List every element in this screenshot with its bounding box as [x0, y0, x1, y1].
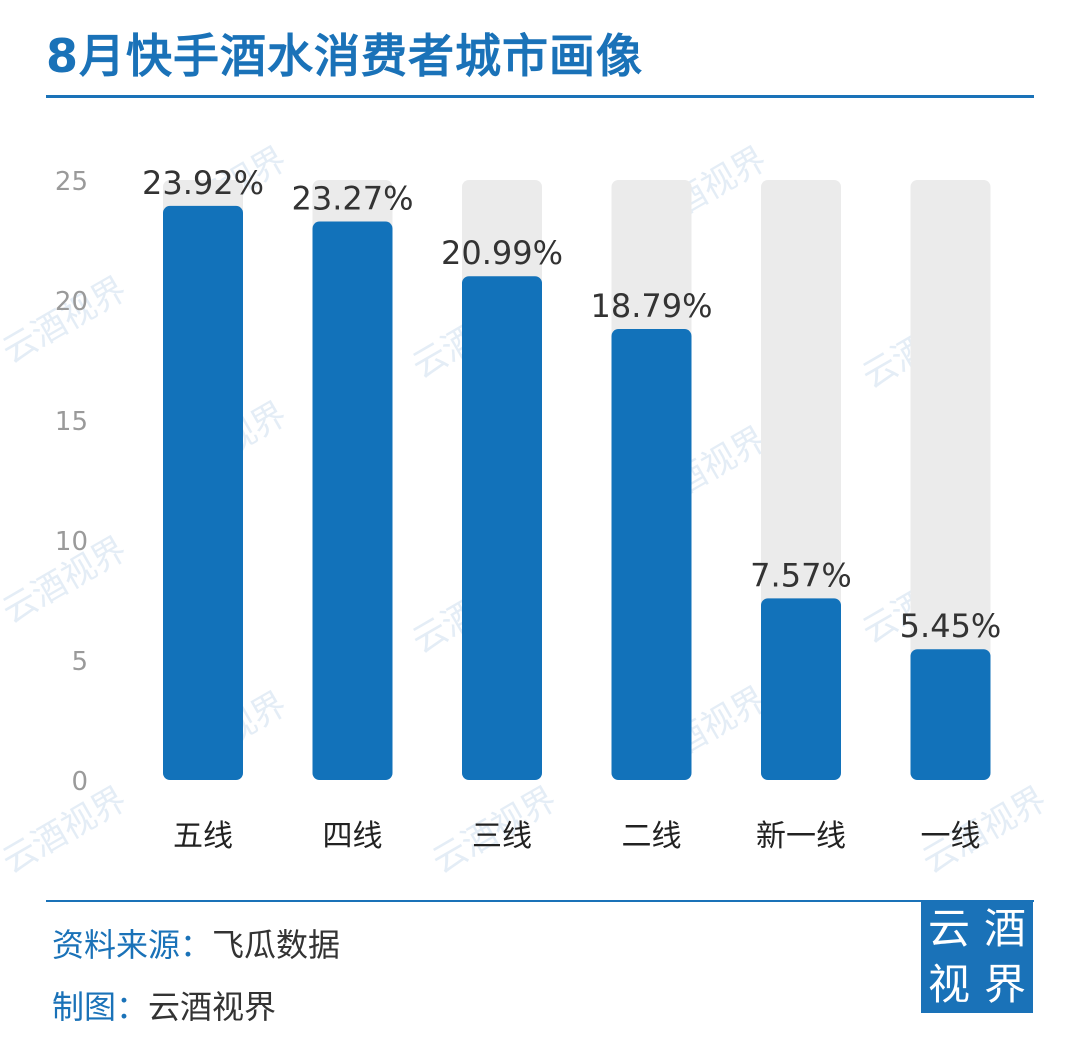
logo-char: 视: [927, 960, 970, 1009]
footer-divider: [46, 900, 1034, 902]
y-tick-label: 0: [71, 767, 88, 797]
y-tick-label: 20: [55, 287, 88, 317]
page-title: 8月快手酒水消费者城市画像: [46, 29, 644, 83]
y-tick-label: 5: [71, 647, 88, 677]
x-tick-label: 三线: [472, 819, 532, 854]
data-label: 20.99%: [441, 234, 563, 272]
bar-chart: 云酒视界云酒视界云酒视界云酒视界云酒视界云酒视界云酒视界云酒视界云酒视界云酒视界…: [0, 139, 1053, 882]
data-label: 5.45%: [900, 607, 1002, 645]
source-line: 资料来源：飞瓜数据: [52, 920, 340, 966]
author-line: 制图：云酒视界: [52, 982, 276, 1028]
logo-char: 云: [927, 904, 970, 953]
watermark-text: 云酒视界: [0, 269, 133, 372]
bar: [163, 205, 243, 781]
y-tick-label: 25: [55, 167, 88, 197]
data-label: 23.27%: [291, 180, 413, 218]
x-tick-label: 新一线: [756, 819, 846, 854]
y-tick-label: 15: [55, 407, 88, 437]
y-tick-label: 10: [55, 527, 88, 557]
x-tick-label: 一线: [921, 819, 981, 854]
bar-track: [910, 180, 991, 780]
source-label: 资料来源：: [52, 926, 213, 964]
bar: [910, 649, 991, 780]
brand-logo: 云 酒 视 界: [921, 901, 1033, 1013]
data-label: 23.92%: [142, 164, 264, 202]
bar: [611, 329, 692, 780]
x-tick-label: 四线: [323, 819, 383, 854]
watermark-text: 云酒视界: [0, 779, 133, 882]
data-label: 18.79%: [590, 287, 712, 325]
bar: [761, 598, 841, 780]
logo-char: 酒: [983, 904, 1026, 953]
logo-char: 界: [983, 960, 1026, 1009]
x-tick-label: 五线: [173, 819, 233, 854]
bar: [312, 221, 393, 780]
data-label: 7.57%: [750, 556, 852, 594]
author-label: 制图：: [52, 988, 149, 1026]
x-tick-label: 二线: [622, 819, 682, 854]
title-divider: [46, 95, 1034, 98]
author-value: 云酒视界: [148, 988, 277, 1026]
bar: [462, 276, 542, 780]
source-value: 飞瓜数据: [212, 926, 341, 964]
